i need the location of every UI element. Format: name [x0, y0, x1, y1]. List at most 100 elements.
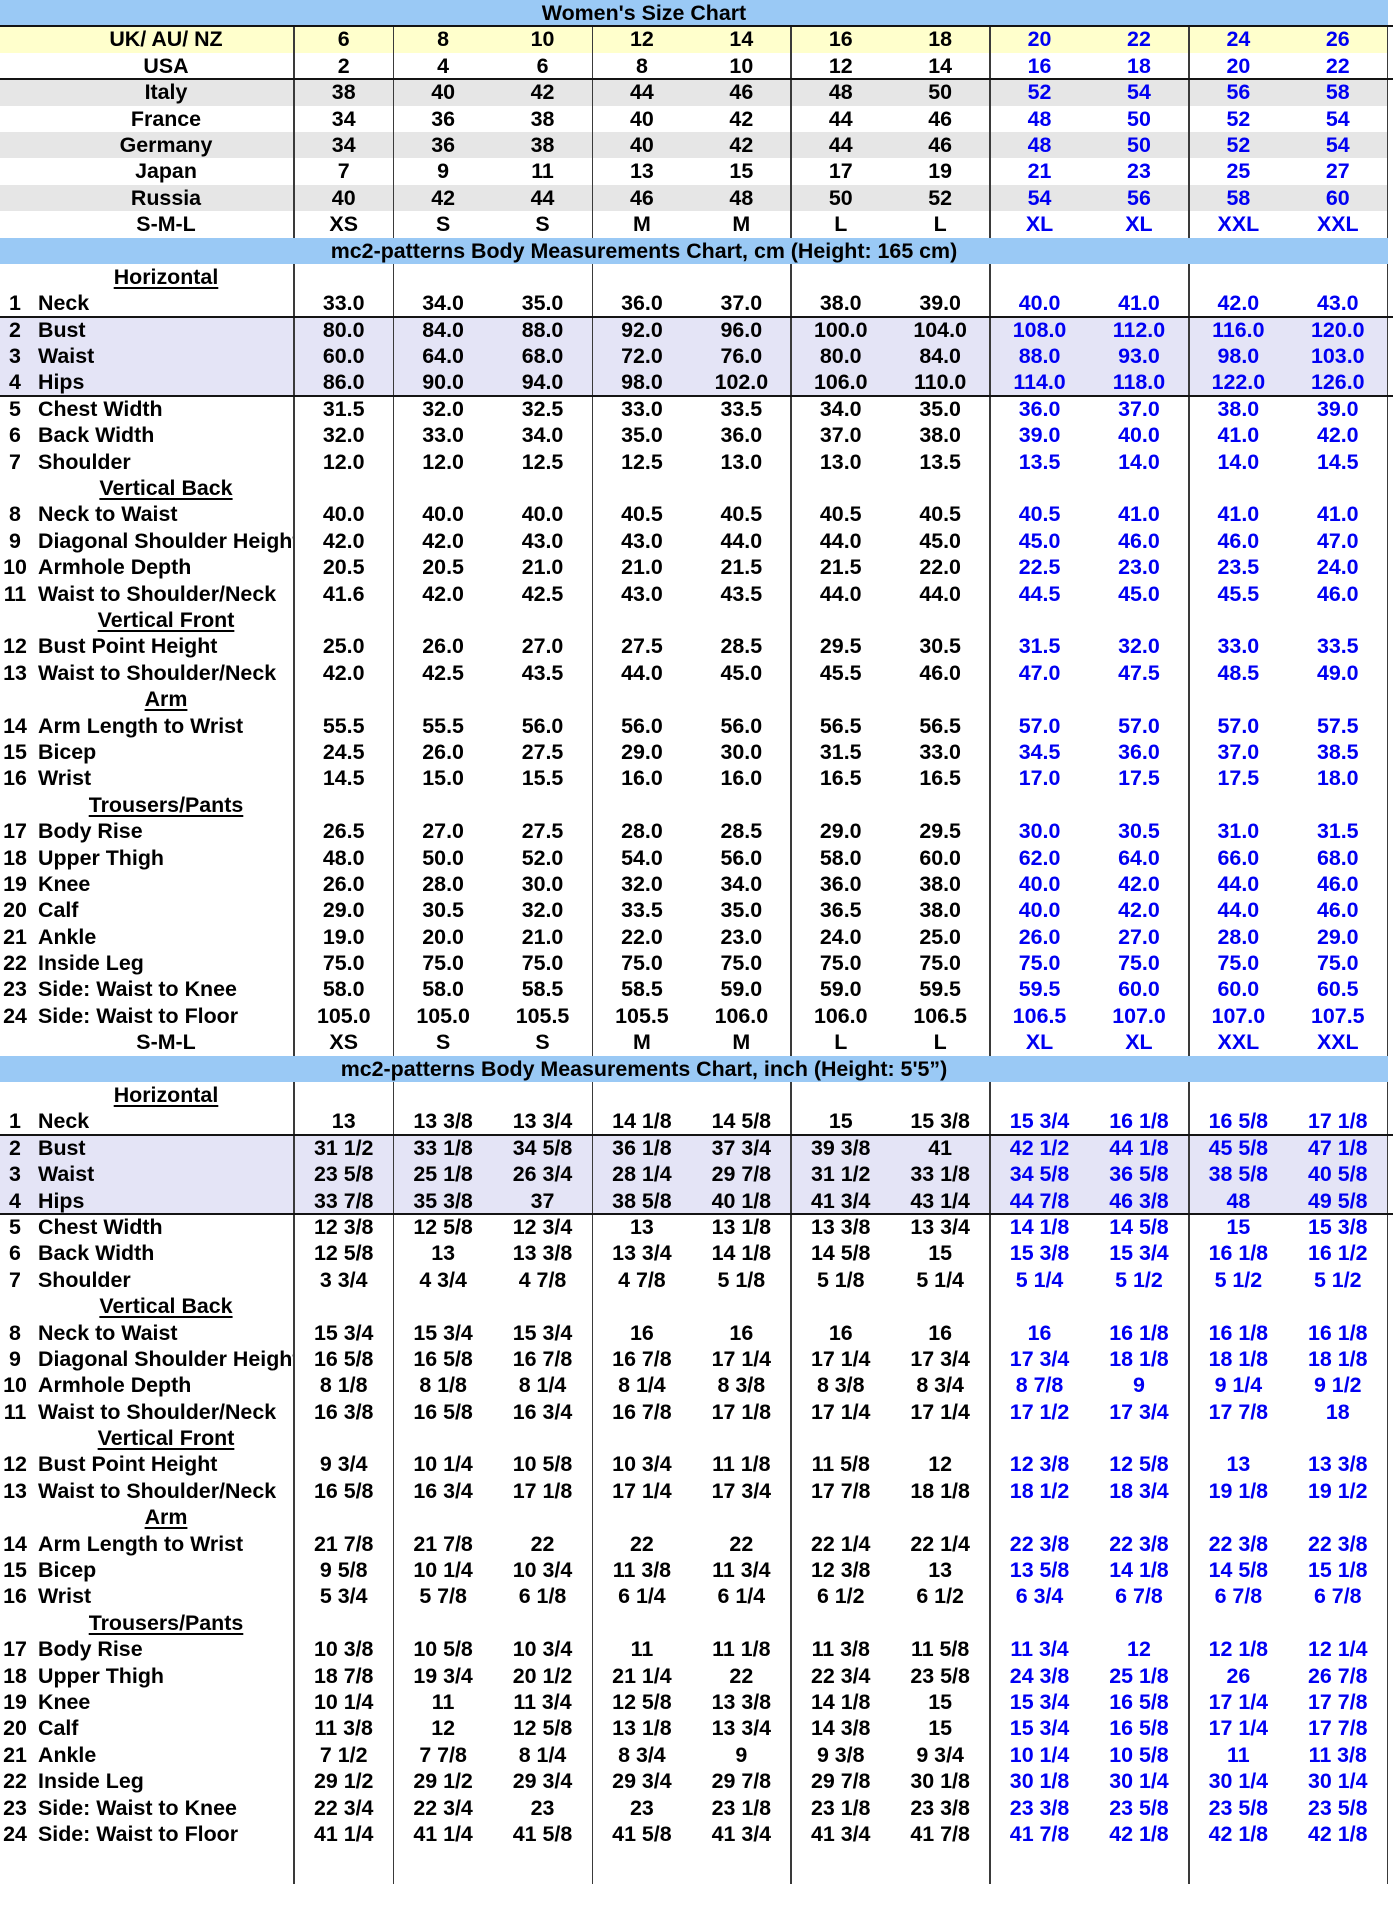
- cell: 10 3/4: [512, 1558, 573, 1583]
- cell: 5 1/2: [1214, 1267, 1263, 1292]
- cell: 33.0: [621, 396, 663, 421]
- cell: 27.0: [1118, 924, 1160, 949]
- cell: 24.0: [1316, 555, 1359, 580]
- cell: 45 5/8: [1208, 1135, 1269, 1160]
- grid-hline: [0, 394, 1393, 398]
- row-number: 12: [3, 634, 27, 659]
- cell: 54: [1127, 80, 1151, 105]
- cell: 15 1/8: [1308, 1558, 1368, 1583]
- cell: 23 5/8: [313, 1162, 374, 1187]
- row-label-area: Arm: [0, 1504, 294, 1530]
- row-label-area: 13 Waist to Shoulder/Neck: [0, 660, 294, 686]
- cell: 26.0: [1018, 924, 1061, 949]
- cell: 14 1/8: [1109, 1558, 1169, 1583]
- cell: 27.5: [621, 634, 663, 659]
- row-label-area: 21 Ankle: [0, 924, 294, 950]
- grid-vline: [1386, 1082, 1389, 1884]
- cell: 76.0: [720, 344, 763, 369]
- cell: 33.5: [621, 898, 663, 923]
- row-label-area: 5 Chest Width: [0, 396, 294, 422]
- cell: 22: [729, 1531, 754, 1556]
- cell: 42.0: [1316, 423, 1359, 448]
- row-label-area: Horizontal: [0, 1082, 294, 1108]
- cell: 29.0: [819, 819, 862, 844]
- row-label: Waist to Shoulder/Neck: [38, 1478, 277, 1503]
- row-number: 19: [3, 871, 27, 896]
- cell: 45.0: [919, 528, 961, 553]
- cell: 11: [1227, 1742, 1250, 1767]
- cell: 16 1/8: [1109, 1320, 1169, 1345]
- cell: 29 3/4: [612, 1769, 672, 1794]
- cell: 23 5/8: [1208, 1795, 1269, 1820]
- row-label-area: Japan: [0, 158, 294, 184]
- row-label: Waist: [38, 1162, 95, 1187]
- cell: 75.0: [1217, 951, 1260, 976]
- cell: 43.0: [1316, 291, 1359, 316]
- row-number: 2: [9, 317, 21, 342]
- section-header-label: Trousers/Pants: [88, 792, 244, 817]
- cell: 16 5/8: [1109, 1716, 1169, 1741]
- cell: 8 1/4: [518, 1373, 567, 1398]
- row-label: Bust Point Height: [38, 634, 218, 659]
- row-label: Italy: [144, 80, 188, 105]
- cell: 60.0: [1118, 977, 1160, 1002]
- cell: 33.0: [322, 291, 365, 316]
- cell: 25 1/8: [1109, 1663, 1169, 1688]
- cell: 29.0: [1316, 924, 1359, 949]
- cell: 36: [431, 132, 455, 157]
- cell: 33 7/8: [313, 1188, 374, 1213]
- size-conversion-row: Japan 7 9 11 13 15 17 19 21 23 25 27: [0, 158, 1388, 184]
- cell: 41 7/8: [1009, 1821, 1070, 1846]
- cell: 120.0: [1311, 317, 1365, 342]
- cell: 22: [530, 1531, 555, 1556]
- cell: XS: [329, 1030, 358, 1055]
- row-label: Neck to Waist: [38, 1320, 178, 1345]
- cell: 3 3/4: [319, 1267, 368, 1292]
- row-label-area: 10 Armhole Depth: [0, 554, 294, 580]
- cell: 23: [530, 1795, 555, 1820]
- row-label-area: 3 Waist: [0, 343, 294, 369]
- cell: 40.0: [322, 502, 365, 527]
- cell: 42 1/8: [1308, 1821, 1368, 1846]
- row-label-area: 8 Neck to Waist: [0, 1320, 294, 1346]
- grid-hline: [0, 78, 1393, 81]
- cell: 17 7/8: [1308, 1690, 1368, 1714]
- cell: 8 1/8: [319, 1373, 368, 1398]
- cell: 18: [1127, 53, 1151, 78]
- cell: 23 3/8: [1009, 1795, 1070, 1820]
- cell: 41.0: [1316, 502, 1359, 527]
- cell: 18.0: [1316, 766, 1359, 791]
- cell: 35.0: [720, 898, 763, 923]
- cell: 19 1/2: [1308, 1478, 1368, 1503]
- cell: 22 3/4: [413, 1795, 473, 1820]
- measurement-row: 22 Inside Leg 29 1/2 29 1/2 29 3/4 29 3/…: [0, 1768, 1388, 1794]
- grid-vline: [293, 26, 295, 238]
- cell: 21.0: [521, 555, 564, 580]
- cell: 13: [431, 1241, 455, 1266]
- cell: 42.0: [1118, 898, 1160, 923]
- row-label-area: 12 Bust Point Height: [0, 1451, 294, 1477]
- cell: 17 3/4: [711, 1478, 772, 1503]
- cell: 40: [630, 132, 654, 157]
- cell: 9 3/4: [916, 1742, 964, 1767]
- cell: 23 5/8: [1109, 1795, 1169, 1820]
- row-number: 15: [3, 1558, 27, 1583]
- cell: 56: [1127, 185, 1151, 210]
- cell: 40.0: [1018, 898, 1061, 923]
- row-label-area: S-M-L: [0, 211, 294, 237]
- measurement-row: 22 Inside Leg 75.0 75.0 75.0 75.0 75.0 7…: [0, 950, 1388, 976]
- size-chart-title: Women's Size Chart: [541, 1, 747, 25]
- cell: 98.0: [621, 370, 663, 395]
- cell: 106.0: [813, 1003, 868, 1028]
- cell: M: [732, 1030, 751, 1055]
- cell: 41.0: [1217, 502, 1260, 527]
- row-label-area: 5 Chest Width: [0, 1214, 294, 1240]
- cell: 15 3/8: [1009, 1241, 1070, 1266]
- size-chart-table: Women's Size Chart UK/ AU/ NZ 6 8 10 12 …: [0, 0, 1388, 1846]
- measurement-row: 12 Bust Point Height 9 3/4 10 1/4 10 5/8…: [0, 1451, 1388, 1477]
- cell: 41: [928, 1135, 953, 1160]
- row-label: Calf: [38, 898, 79, 923]
- cell: 52: [1027, 80, 1052, 105]
- measurement-row: 13 Waist to Shoulder/Neck 16 5/8 16 3/4 …: [0, 1478, 1388, 1504]
- cell: 52: [1226, 106, 1251, 131]
